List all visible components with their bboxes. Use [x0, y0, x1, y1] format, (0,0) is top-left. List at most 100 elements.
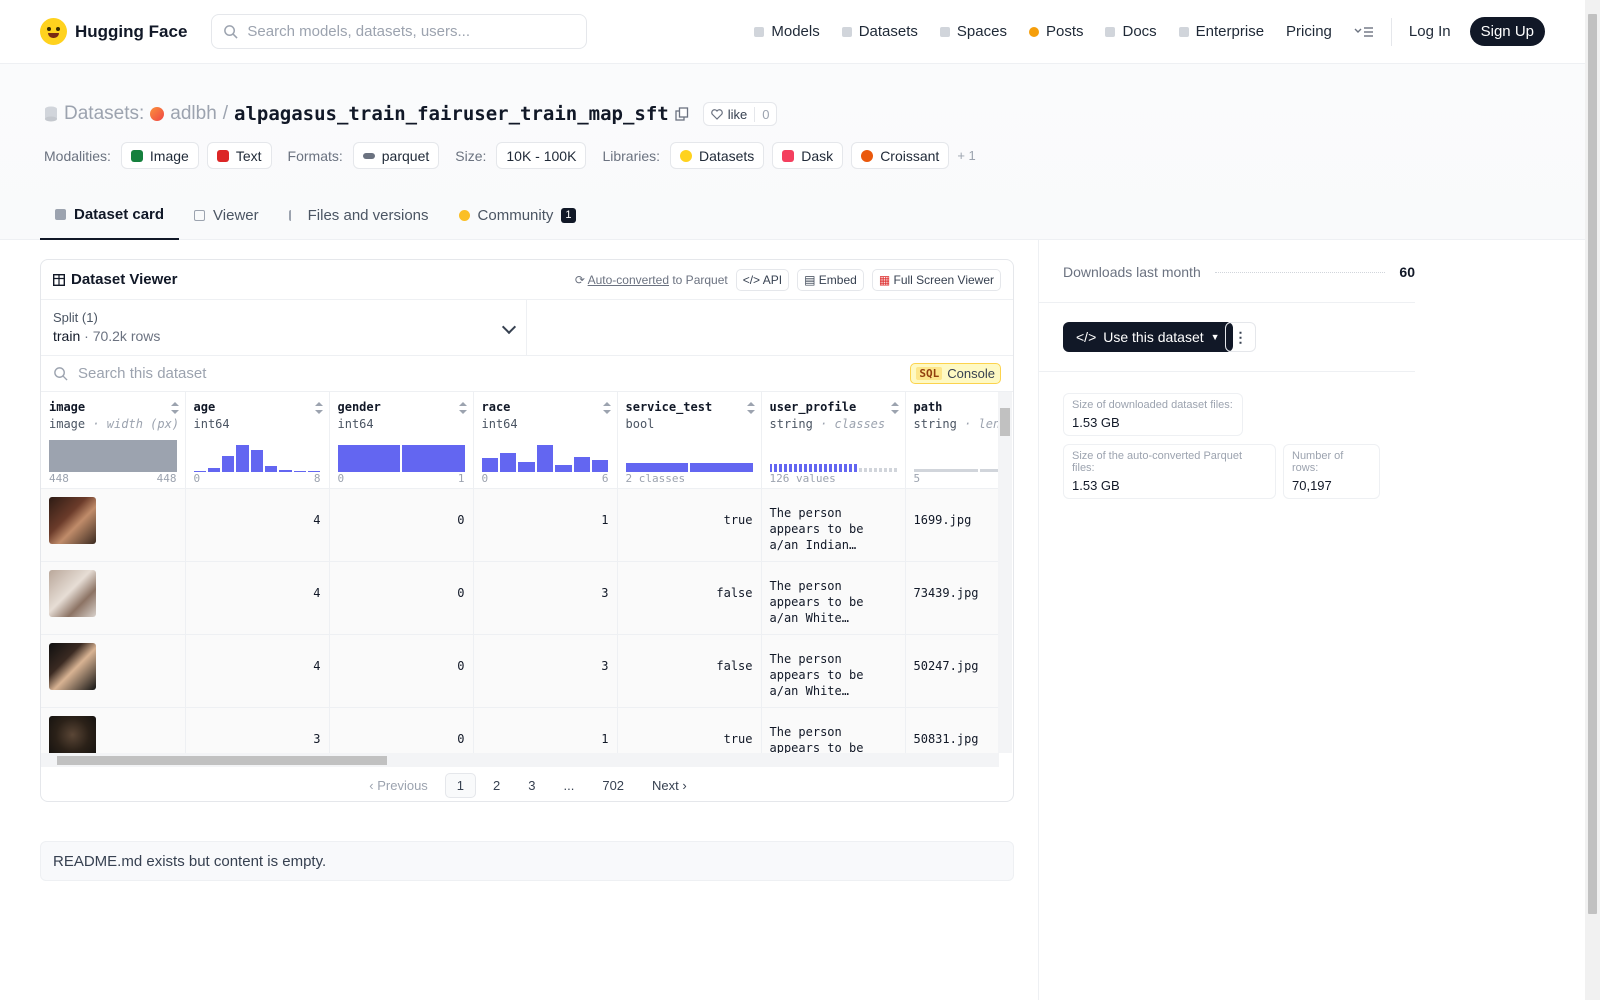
page-2-button[interactable]: 2 — [493, 777, 501, 793]
cell-gender[interactable]: 0 — [329, 561, 474, 635]
cell-path[interactable]: 50247.jpg — [905, 634, 999, 708]
nav-pricing[interactable]: Pricing — [1275, 17, 1343, 47]
histogram-bar — [858, 467, 862, 472]
dataset-search-input[interactable]: Search this dataset SQL Console — [41, 356, 1013, 392]
cell-service-test[interactable]: false — [617, 561, 762, 635]
cell-gender[interactable]: 0 — [329, 488, 474, 562]
cell-age[interactable]: 4 — [185, 634, 330, 708]
page-3-button[interactable]: 3 — [528, 777, 536, 793]
range-min: 0 — [193, 471, 201, 485]
nav-datasets[interactable]: Datasets — [831, 17, 929, 47]
sort-icon[interactable] — [602, 402, 611, 414]
split-select[interactable]: Split (1) train · 70.2k rows — [41, 300, 527, 355]
column-header-service_test[interactable]: service_test bool 2 classes — [617, 392, 762, 489]
nav-docs-label: Docs — [1122, 23, 1157, 40]
hscroll-thumb[interactable] — [57, 756, 387, 765]
table-vertical-scrollbar[interactable] — [998, 392, 1012, 753]
like-button[interactable]: like 0 — [702, 102, 778, 126]
tag-modality-image[interactable]: Image — [120, 142, 199, 169]
dataset-name[interactable]: alpagasus_train_fairuser_train_map_sft — [234, 103, 669, 125]
page-scrollbar[interactable] — [1585, 0, 1600, 1000]
use-this-dataset-button[interactable]: </> Use this dataset ▼ — [1063, 322, 1233, 352]
tab-files[interactable]: Files and versions — [274, 191, 444, 240]
next-page-button[interactable]: Next › — [652, 777, 687, 793]
tag-size[interactable]: 10K - 100K — [496, 142, 587, 169]
table-row[interactable]: 4 0 3 false The person appears to be a/an Wh… — [41, 634, 999, 708]
table-row[interactable]: 4 0 1 true The person appears to be a/an Ind… — [41, 488, 999, 562]
histogram-bar — [193, 470, 206, 472]
column-type: int64 — [194, 417, 321, 431]
cell-service-test[interactable]: false — [617, 634, 762, 708]
cell-path[interactable]: 73439.jpg — [905, 561, 999, 635]
tag-modality-text[interactable]: Text — [206, 142, 272, 169]
column-header-user_profile[interactable]: user_profile string · classes 126 values — [761, 392, 906, 489]
stat-row-count-value: 70,197 — [1292, 478, 1332, 493]
cell-user-profile[interactable]: The person appears to be a/an White… — [761, 561, 906, 635]
fullscreen-icon: ▦ — [878, 272, 891, 287]
previous-page-button[interactable]: ‹ Previous — [369, 777, 428, 793]
sort-icon[interactable] — [890, 402, 899, 414]
refresh-icon: ⟳ — [574, 272, 585, 287]
sort-icon[interactable] — [314, 402, 323, 414]
row-thumbnail-image[interactable] — [49, 496, 96, 544]
table-row[interactable]: 4 0 3 false The person appears to be a/an Wh… — [41, 561, 999, 635]
cell-user-profile[interactable]: The person appears to be a/an White… — [761, 634, 906, 708]
tab-community[interactable]: Community 1 — [444, 191, 591, 240]
auto-converted-link[interactable]: Auto-converted — [587, 272, 669, 287]
page-last-button[interactable]: 702 — [602, 777, 625, 793]
nav-enterprise[interactable]: Enterprise — [1168, 17, 1275, 47]
cell-age[interactable]: 4 — [185, 488, 330, 562]
nav-docs[interactable]: Docs — [1094, 17, 1167, 47]
cell-age[interactable]: 4 — [185, 561, 330, 635]
vscroll-thumb[interactable] — [1000, 408, 1010, 436]
tab-dataset-card[interactable]: Dataset card — [40, 191, 180, 240]
nav-more-menu[interactable] — [1343, 17, 1385, 47]
embed-button[interactable]: ▤ Embed — [797, 268, 864, 291]
tag-format-parquet[interactable]: parquet — [352, 142, 440, 169]
api-button[interactable]: </> API — [735, 268, 790, 291]
page-1-button[interactable]: 1 — [444, 772, 477, 798]
login-link[interactable]: Log In — [1398, 17, 1462, 47]
cell-image[interactable] — [41, 488, 186, 562]
tag-datasets-label: Datasets — [699, 147, 755, 164]
sql-console-button[interactable]: SQL Console — [910, 363, 1001, 384]
cell-image[interactable] — [41, 634, 186, 708]
cell-gender[interactable]: 0 — [329, 634, 474, 708]
row-thumbnail-image[interactable] — [49, 642, 96, 690]
brand-logo[interactable]: Hugging Face — [40, 18, 187, 45]
cell-image[interactable] — [41, 561, 186, 635]
column-header-path[interactable]: path string · leng 5 — [905, 392, 999, 489]
nav-spaces[interactable]: Spaces — [929, 17, 1018, 47]
cell-user-profile[interactable]: The person appears to be a/an Indian… — [761, 488, 906, 562]
signup-button[interactable]: Sign Up — [1469, 17, 1545, 46]
cell-race[interactable]: 3 — [473, 634, 618, 708]
nav-models[interactable]: Models — [743, 17, 830, 47]
copy-icon[interactable] — [675, 107, 689, 121]
table-horizontal-scrollbar[interactable] — [41, 753, 999, 767]
sort-icon[interactable] — [170, 402, 179, 414]
cell-path[interactable]: 1699.jpg — [905, 488, 999, 562]
nav-posts[interactable]: Posts — [1018, 17, 1095, 47]
histogram-bar — [868, 467, 872, 472]
cell-service-test[interactable]: true — [617, 488, 762, 562]
tag-library-croissant[interactable]: Croissant — [851, 142, 950, 169]
main-nav: Models Datasets Spaces Posts Docs Enterp… — [743, 17, 1545, 47]
global-search-input[interactable]: Search models, datasets, users... — [211, 14, 588, 49]
tag-library-dask[interactable]: Dask — [772, 142, 844, 169]
sort-icon[interactable] — [458, 402, 467, 414]
tab-viewer[interactable]: Viewer — [179, 191, 274, 240]
fullscreen-viewer-button[interactable]: ▦ Full Screen Viewer — [871, 268, 1001, 291]
owner-link[interactable]: adlbh — [170, 103, 217, 124]
page-scroll-thumb[interactable] — [1588, 14, 1597, 914]
more-libraries[interactable]: + 1 — [957, 148, 976, 163]
cell-race[interactable]: 3 — [473, 561, 618, 635]
tag-library-datasets[interactable]: Datasets — [670, 142, 765, 169]
more-options-button[interactable]: ⋮ — [1225, 322, 1256, 352]
sort-icon[interactable] — [746, 402, 755, 414]
row-thumbnail-image[interactable] — [49, 569, 96, 617]
column-header-image[interactable]: image image · width (px) 448 448 — [41, 392, 186, 489]
cell-race[interactable]: 1 — [473, 488, 618, 562]
